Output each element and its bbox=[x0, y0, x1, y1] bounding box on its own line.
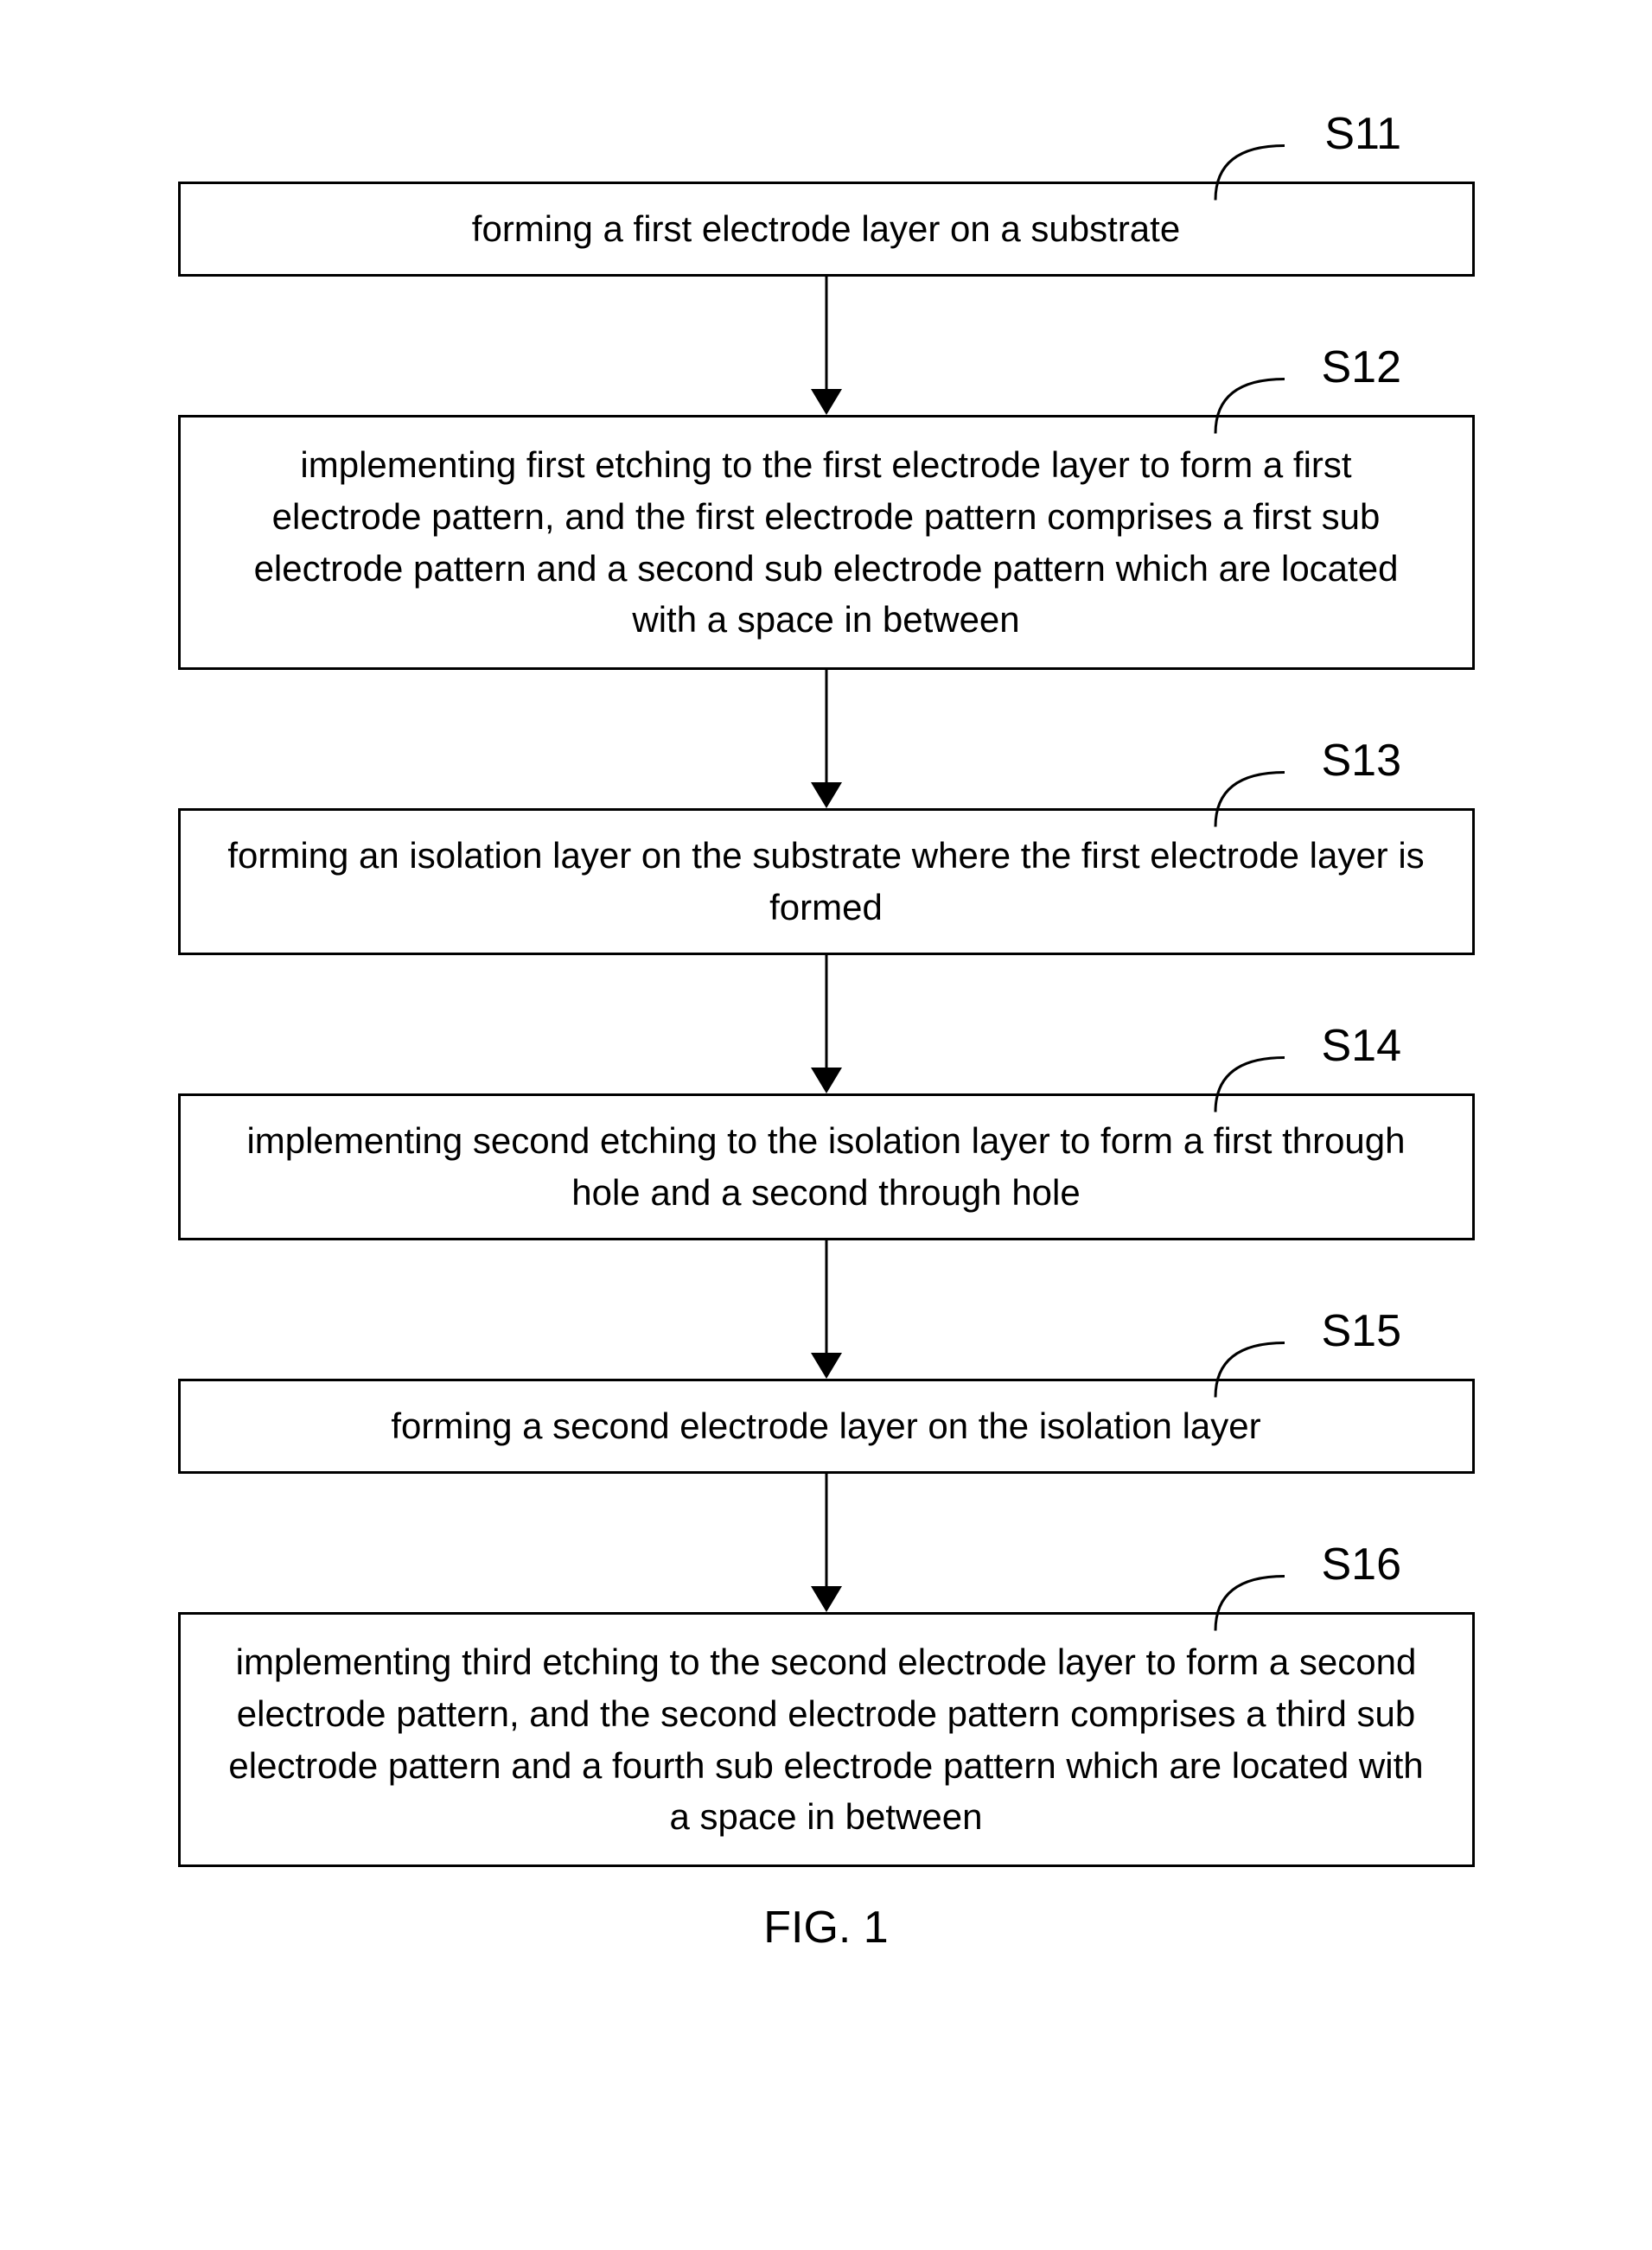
flowchart-step: S14implementing second etching to the is… bbox=[173, 1093, 1479, 1240]
flowchart-box: implementing third etching to the second… bbox=[178, 1612, 1475, 1867]
step-label: S11 bbox=[1324, 108, 1401, 160]
step-label: S15 bbox=[1321, 1305, 1401, 1357]
arrow-down-icon bbox=[811, 1240, 842, 1379]
step-label: S12 bbox=[1321, 341, 1401, 393]
arrow-down-icon bbox=[811, 670, 842, 808]
flowchart-step: S16implementing third etching to the sec… bbox=[173, 1612, 1479, 1867]
label-hook-icon bbox=[1211, 143, 1298, 203]
label-hook-icon bbox=[1211, 1573, 1298, 1634]
label-hook-icon bbox=[1211, 376, 1298, 437]
arrow-down-icon bbox=[811, 955, 842, 1093]
flowchart-step: S11forming a first electrode layer on a … bbox=[173, 182, 1479, 277]
label-hook-icon bbox=[1211, 1055, 1298, 1115]
arrow-down-icon bbox=[811, 277, 842, 415]
flowchart-step: S15forming a second electrode layer on t… bbox=[173, 1379, 1479, 1474]
figure-caption: FIG. 1 bbox=[763, 1902, 888, 1954]
label-hook-icon bbox=[1211, 1340, 1298, 1400]
step-label: S14 bbox=[1321, 1020, 1401, 1072]
flowchart-container: S11forming a first electrode layer on a … bbox=[173, 182, 1479, 1954]
flowchart-step: S12implementing first etching to the fir… bbox=[173, 415, 1479, 670]
flowchart-box: implementing second etching to the isola… bbox=[178, 1093, 1475, 1240]
arrow-down-icon bbox=[811, 1474, 842, 1612]
flowchart-step: S13forming an isolation layer on the sub… bbox=[173, 808, 1479, 955]
step-label: S16 bbox=[1321, 1539, 1401, 1590]
page: S11forming a first electrode layer on a … bbox=[0, 0, 1652, 2250]
step-label: S13 bbox=[1321, 735, 1401, 787]
flowchart-box: implementing first etching to the first … bbox=[178, 415, 1475, 670]
label-hook-icon bbox=[1211, 769, 1298, 830]
flowchart-box: forming an isolation layer on the substr… bbox=[178, 808, 1475, 955]
